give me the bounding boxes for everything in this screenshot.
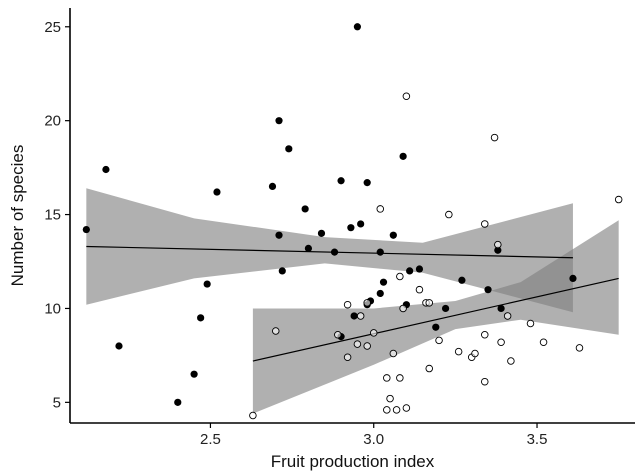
open-data-point <box>383 374 391 382</box>
open-data-point <box>343 353 352 362</box>
open-data-point <box>490 133 499 142</box>
open-data-point <box>353 340 362 348</box>
open-data-point <box>481 377 489 386</box>
confidence-band-1 <box>86 188 573 313</box>
open-data-point <box>363 342 371 350</box>
open-data-point <box>425 364 433 373</box>
open-data-point <box>415 285 424 294</box>
filled-data-point <box>484 286 492 294</box>
x-tick-label: 2.5 <box>200 431 221 448</box>
filled-data-point <box>347 224 355 232</box>
data-points <box>82 23 623 420</box>
fit-lines <box>86 245 619 362</box>
open-data-point <box>614 195 623 204</box>
open-data-point <box>425 299 433 307</box>
open-data-point <box>471 349 479 358</box>
open-data-point <box>389 349 398 358</box>
open-data-point <box>445 210 453 219</box>
open-data-point <box>383 406 391 414</box>
open-data-point <box>402 92 411 101</box>
filled-data-point <box>357 220 365 228</box>
open-data-point <box>481 220 489 228</box>
x-axis-ticks: 2.5 3.0 3.5 <box>200 423 547 448</box>
y-tick-label: 10 <box>44 300 61 317</box>
open-data-point <box>249 411 257 420</box>
filled-data-point <box>102 165 110 174</box>
confidence-bands <box>86 188 619 414</box>
open-data-point <box>334 330 342 339</box>
filled-data-point <box>213 188 221 196</box>
filled-data-point <box>376 289 384 298</box>
y-axis-ticks: 5 10 15 20 25 <box>44 19 70 411</box>
filled-data-point <box>304 244 313 252</box>
open-data-point <box>454 347 463 356</box>
filled-data-point <box>406 267 414 275</box>
filled-data-point <box>301 205 309 213</box>
filled-data-point <box>190 370 198 378</box>
open-data-point <box>272 327 280 335</box>
filled-data-point <box>82 225 90 234</box>
y-tick-label: 25 <box>44 19 61 36</box>
open-data-point <box>369 329 378 337</box>
open-data-point <box>494 240 502 249</box>
filled-data-point <box>174 398 182 406</box>
filled-data-point <box>363 179 371 187</box>
open-data-point <box>575 344 584 352</box>
x-tick-label: 3.5 <box>527 431 548 448</box>
filled-data-point <box>441 304 450 313</box>
filled-data-point <box>353 23 361 31</box>
open-data-point <box>539 338 548 347</box>
open-data-point <box>503 312 512 320</box>
open-data-point <box>481 330 489 339</box>
open-data-point <box>386 394 394 403</box>
filled-data-point <box>275 117 283 125</box>
x-axis-title: Fruit production index <box>271 452 435 471</box>
x-tick-label: 3.0 <box>363 431 384 448</box>
filled-data-point <box>494 246 502 254</box>
open-data-point <box>497 338 505 347</box>
filled-data-point <box>317 229 326 237</box>
filled-data-point <box>399 152 407 160</box>
filled-data-point <box>569 274 577 283</box>
confidence-band-2 <box>252 220 619 414</box>
filled-data-point <box>330 248 339 256</box>
fit-line-2 <box>252 277 619 362</box>
filled-data-point <box>497 304 505 313</box>
open-data-point <box>507 357 515 365</box>
open-data-point <box>526 319 535 328</box>
y-tick-label: 20 <box>44 113 61 130</box>
y-axis-title: Number of species <box>8 145 27 287</box>
filled-data-point <box>275 231 283 239</box>
fit-line-1 <box>86 245 573 259</box>
open-data-point <box>363 299 371 307</box>
open-data-point <box>435 336 443 345</box>
filled-data-point <box>337 177 345 185</box>
y-tick-label: 5 <box>53 394 61 411</box>
filled-data-point <box>115 342 123 350</box>
filled-data-point <box>203 280 211 288</box>
open-data-point <box>356 312 365 320</box>
filled-data-point <box>376 248 384 256</box>
open-data-point <box>343 300 352 309</box>
filled-data-point <box>268 182 277 190</box>
open-data-point <box>376 205 385 213</box>
filled-data-point <box>350 312 358 320</box>
open-data-point <box>396 374 404 382</box>
filled-data-point <box>389 231 397 239</box>
filled-data-point <box>458 276 466 284</box>
open-data-point <box>399 304 407 313</box>
filled-data-point <box>278 267 286 275</box>
filled-data-point <box>197 314 205 322</box>
open-data-point <box>396 272 404 281</box>
open-data-point <box>392 406 401 414</box>
filled-data-point <box>285 145 293 153</box>
filled-data-point <box>379 278 388 286</box>
filled-data-point <box>432 323 440 331</box>
filled-data-point <box>415 265 424 273</box>
y-tick-label: 15 <box>44 207 61 224</box>
axes <box>69 8 635 424</box>
open-data-point <box>402 404 411 412</box>
